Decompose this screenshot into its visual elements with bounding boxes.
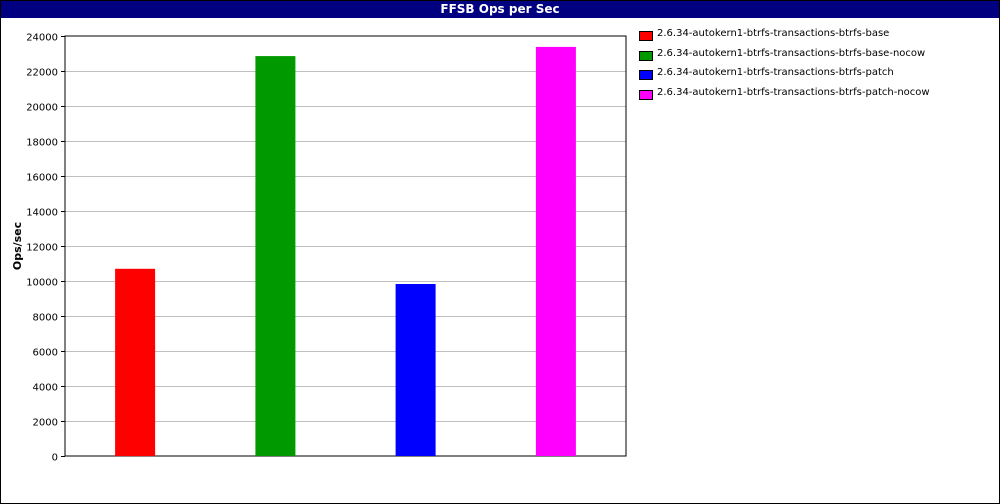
- y-tick-label: 12000: [26, 243, 58, 254]
- y-tick-label: 8000: [33, 313, 58, 324]
- legend-swatch: [639, 50, 653, 61]
- legend-label: 2.6.34-autokern1-btrfs-transactions-btrf…: [657, 67, 894, 78]
- bar-2: [255, 56, 296, 456]
- y-tick-label: 2000: [33, 418, 58, 429]
- legend-label: 2.6.34-autokern1-btrfs-transactions-btrf…: [657, 86, 930, 98]
- y-axis-label: Ops/sec: [11, 222, 24, 270]
- bar-3: [395, 284, 436, 456]
- legend-label: 2.6.34-autokern1-btrfs-transactions-btrf…: [657, 47, 926, 59]
- chart-title: FFSB Ops per Sec: [1, 1, 999, 18]
- bar-4: [535, 46, 576, 457]
- grid-lines: [65, 71, 626, 422]
- bars: [115, 46, 576, 457]
- legend-swatch: [639, 89, 653, 100]
- bar-1: [115, 268, 156, 457]
- y-tick-label: 0: [52, 453, 58, 464]
- y-tick-label: 10000: [26, 278, 58, 289]
- y-tick-label: 4000: [33, 383, 58, 394]
- y-tick-label: 6000: [33, 348, 58, 359]
- y-tick-label: 16000: [26, 173, 58, 184]
- legend-swatch: [639, 31, 653, 41]
- y-tick-label: 24000: [26, 33, 58, 44]
- legend-swatch: [639, 70, 653, 80]
- y-tick-label: 14000: [26, 208, 58, 219]
- y-axis-ticks: 0 2000 4000 6000 8000 10000 12000 14000 16000 180…: [26, 33, 65, 464]
- y-tick-label: 22000: [26, 68, 58, 79]
- legend-label: 2.6.34-autokern1-btrfs-transactions-btrf…: [657, 28, 890, 39]
- y-tick-label: 18000: [26, 138, 58, 149]
- y-tick-label: 20000: [26, 103, 58, 114]
